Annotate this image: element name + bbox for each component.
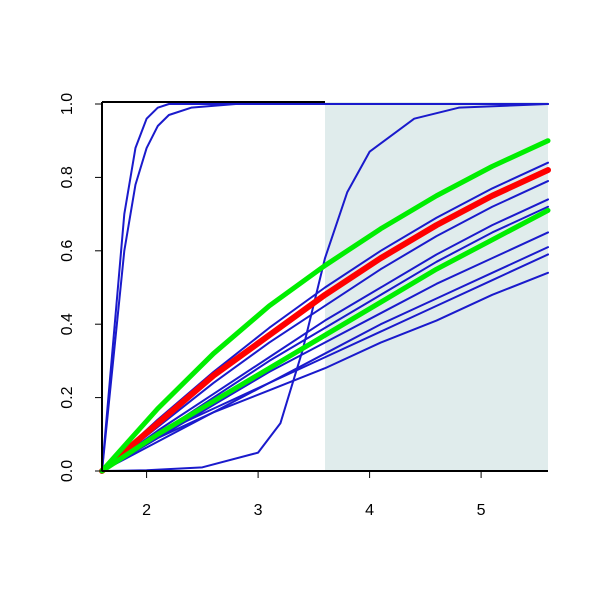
curve bbox=[101, 103, 549, 472]
curve bbox=[101, 198, 549, 472]
y-tick-label: 0.0 bbox=[59, 460, 76, 482]
curve bbox=[101, 180, 549, 472]
curve bbox=[101, 231, 549, 472]
x-tick-label: 2 bbox=[142, 502, 151, 519]
y-tick-label: 0.4 bbox=[59, 313, 76, 335]
curve bbox=[101, 246, 549, 472]
curve bbox=[99, 207, 551, 474]
curve bbox=[101, 271, 549, 472]
y-tick-label: 0.2 bbox=[59, 386, 76, 408]
y-tick-label: 0.6 bbox=[59, 240, 76, 262]
y-tick-label: 0.8 bbox=[59, 166, 76, 188]
x-tick-label: 4 bbox=[365, 502, 374, 519]
curve bbox=[99, 138, 551, 474]
x-tick-label: 5 bbox=[477, 502, 486, 519]
x-tick-label: 3 bbox=[254, 502, 263, 519]
curve bbox=[99, 167, 551, 474]
y-tick-label: 1.0 bbox=[59, 93, 76, 115]
curve bbox=[101, 103, 549, 472]
